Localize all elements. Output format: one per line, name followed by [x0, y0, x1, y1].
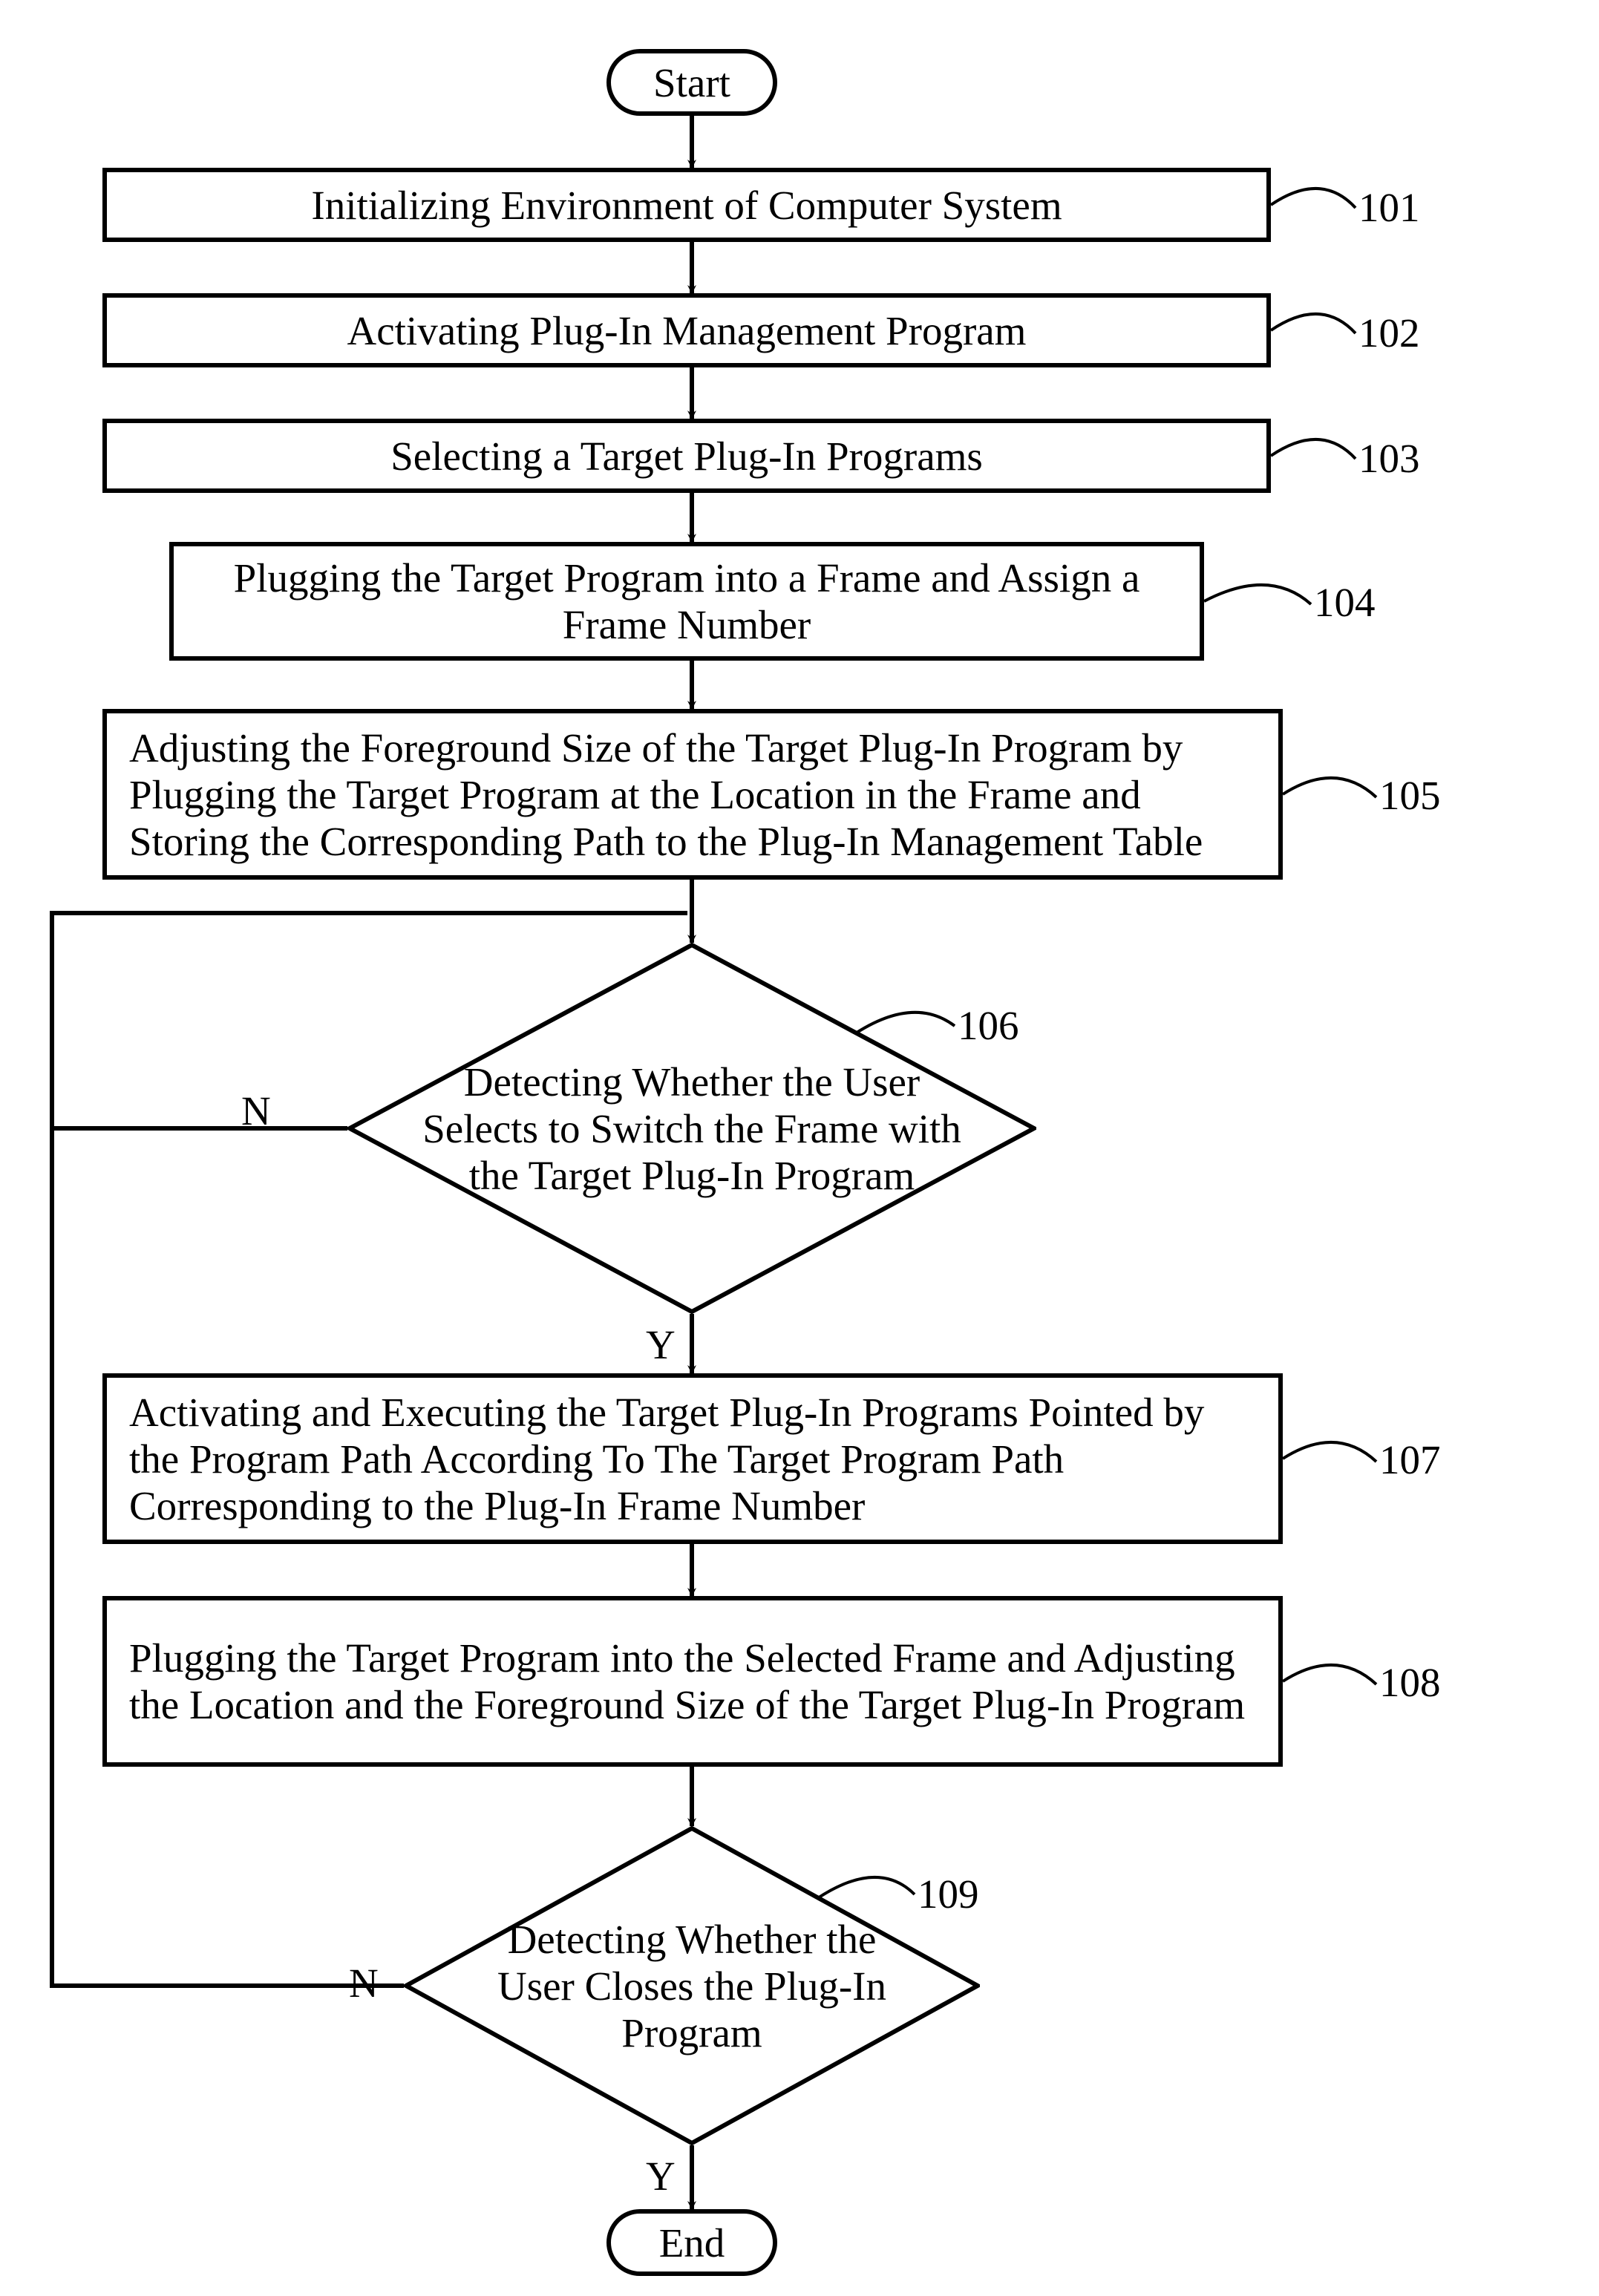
ref-connector: [1271, 189, 1356, 208]
process-104: Plugging the Target Program into a Frame…: [169, 542, 1204, 661]
ref-connector: [1204, 585, 1311, 604]
ref-label-103: 103: [1358, 435, 1420, 482]
terminal-start-label: Start: [653, 59, 730, 106]
ref-label-105: 105: [1379, 772, 1441, 819]
ref-connector: [1271, 314, 1356, 333]
process-101: Initializing Environment of Computer Sys…: [102, 168, 1271, 242]
decision-109: Detecting Whether the User Closes the Pl…: [404, 1826, 980, 2145]
branch-label-y-109: Y: [646, 2153, 676, 2199]
terminal-start: Start: [606, 49, 777, 116]
terminal-end-label: End: [659, 2220, 725, 2266]
process-104-text: Plugging the Target Program into a Frame…: [196, 555, 1177, 648]
process-108: Plugging the Target Program into the Sel…: [102, 1596, 1283, 1767]
process-102: Activating Plug-In Management Program: [102, 293, 1271, 367]
ref-label-107: 107: [1379, 1436, 1441, 1483]
ref-label-109: 109: [918, 1871, 979, 1917]
ref-connector: [1283, 778, 1376, 797]
ref-label-104: 104: [1314, 579, 1376, 626]
flowchart-canvas: Start End Initializing Environment of Co…: [0, 0, 1599, 2296]
process-103: Selecting a Target Plug-In Programs: [102, 419, 1271, 493]
ref-label-108: 108: [1379, 1659, 1441, 1706]
ref-label-102: 102: [1358, 310, 1420, 356]
process-101-text: Initializing Environment of Computer Sys…: [311, 182, 1062, 229]
ref-connector: [1283, 1442, 1376, 1462]
process-107: Activating and Executing the Target Plug…: [102, 1373, 1283, 1544]
process-107-text: Activating and Executing the Target Plug…: [129, 1389, 1256, 1529]
decision-106-text: Detecting Whether the User Selects to Sw…: [414, 1059, 969, 1199]
terminal-end: End: [606, 2209, 777, 2276]
process-108-text: Plugging the Target Program into the Sel…: [129, 1635, 1256, 1728]
decision-106: Detecting Whether the User Selects to Sw…: [347, 943, 1036, 1314]
process-103-text: Selecting a Target Plug-In Programs: [390, 433, 983, 480]
ref-connector: [1283, 1665, 1376, 1684]
ref-label-106: 106: [958, 1002, 1019, 1049]
branch-label-n-106: N: [241, 1088, 271, 1134]
ref-connector: [1271, 439, 1356, 459]
branch-label-y-106: Y: [646, 1321, 676, 1368]
decision-109-text: Detecting Whether the User Closes the Pl…: [471, 1916, 913, 2056]
branch-label-n-109: N: [349, 1960, 379, 2006]
process-105-text: Adjusting the Foreground Size of the Tar…: [129, 725, 1256, 865]
process-105: Adjusting the Foreground Size of the Tar…: [102, 709, 1283, 880]
ref-label-101: 101: [1358, 184, 1420, 231]
process-102-text: Activating Plug-In Management Program: [347, 307, 1027, 354]
